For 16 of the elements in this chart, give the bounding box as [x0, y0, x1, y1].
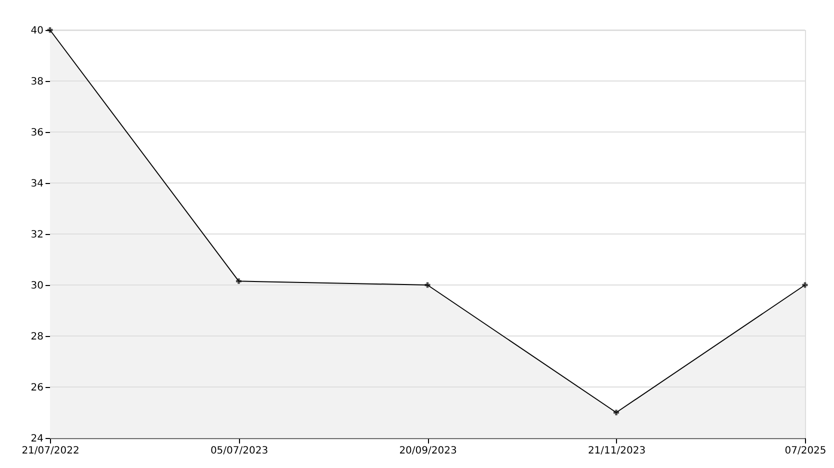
- x-tick-label: 20/09/2023: [399, 446, 457, 456]
- y-tick-label: 34: [30, 178, 44, 190]
- point: [236, 278, 242, 284]
- y-tick-label: 40: [30, 26, 44, 36]
- y-tick-label: 36: [30, 128, 44, 138]
- y-tick-label: 30: [30, 280, 44, 292]
- y-tick-label: 38: [30, 76, 44, 88]
- y-tick-label: 24: [30, 434, 44, 444]
- x-tick-label: 07/2025: [784, 446, 826, 456]
- point: [614, 410, 619, 416]
- y-tick-label: 28: [30, 332, 44, 342]
- y-tick-label: 26: [30, 382, 44, 394]
- x-tick-label: 05/07/2023: [210, 446, 268, 456]
- x-tick-label: 21/11/2023: [588, 446, 646, 456]
- y-tick-label: 32: [30, 230, 44, 240]
- x-tick-label: 21/07/2022: [22, 446, 80, 456]
